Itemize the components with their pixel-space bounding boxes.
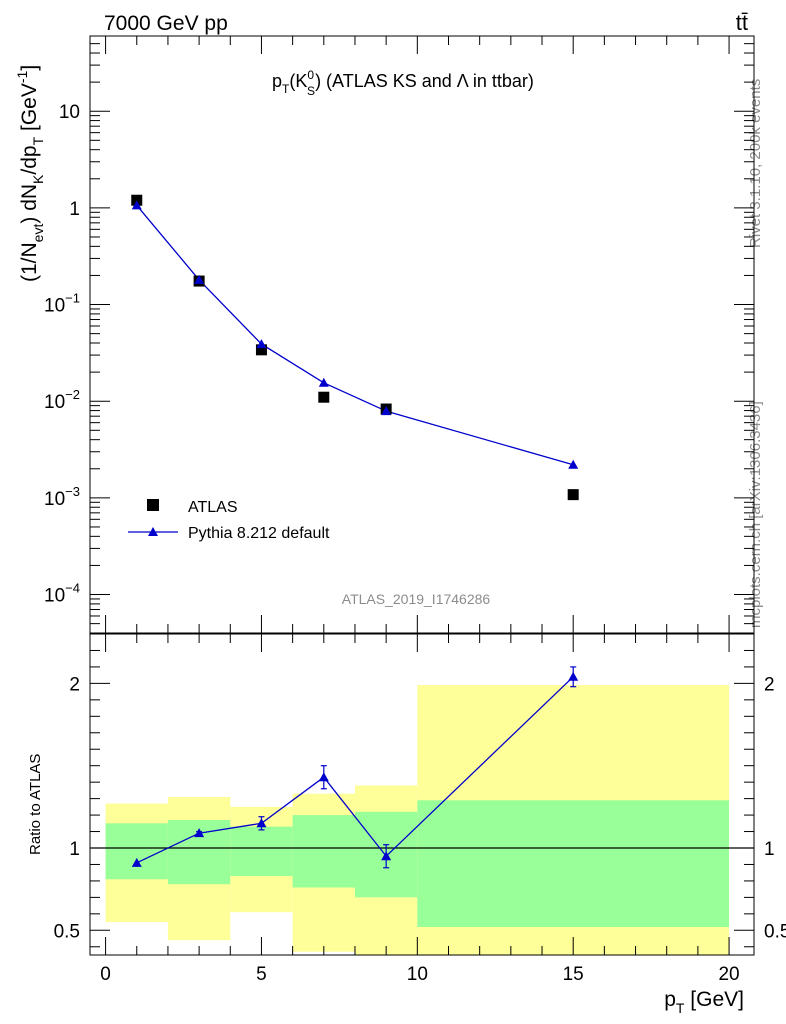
uncertainty-bands [105,685,730,955]
ylabel-part: ] [18,65,41,71]
x-tick-label: 0 [100,964,111,985]
ratio-panel-frame [89,633,755,956]
xlabel-part: [GeV] [684,988,744,1011]
plot-title: pT(K0 S) (ATLAS KS and Λ in ttbar) [272,68,534,98]
x-tick-label: 10 [407,964,428,985]
title-part: T [282,82,290,96]
pythia-point [568,459,579,469]
inner-band [417,800,730,928]
ratio-y-axis-label: Ratio to ATLAS [27,754,44,855]
y-tick-label: 10−1 [44,291,80,317]
atlas-point [318,391,330,403]
header-process-label: tt̄ [736,10,748,35]
title-part: p [272,71,282,91]
ratio-y-tick-label: 0.5 [54,921,80,942]
pythia-point [194,274,205,284]
ratio-point [381,851,392,861]
pythia-point [256,339,267,349]
main-panel: pT(K0 S) (ATLAS KS and Λ in ttbar) (1/Nev… [14,35,755,634]
ylabel-part: T [30,136,46,145]
y-tick-label: 10−4 [44,581,80,607]
y-tick-label: 10−2 [44,387,80,413]
x-tick-label: 20 [718,964,739,985]
legend-atlas-marker [147,499,159,511]
x-tick-label: 5 [256,964,267,985]
ratio-point [194,828,205,838]
main-x-ticks [105,36,730,633]
ratio-y-tick-label-right: 0.5 [764,921,786,942]
title-part: 0 [307,68,314,82]
y-tick-label: 1 [69,199,80,220]
ylabel-part: -1 [14,70,30,83]
atlas-point [255,344,267,356]
ratio-y-tick-label-right: 1 [764,839,775,860]
ratio-line [136,676,574,864]
analysis-watermark: ATLAS_2019_I1746286 [342,591,491,607]
inner-band [230,826,293,876]
header-beam-label: 7000 GeV pp [104,12,228,35]
y-tick-label: 10 [59,102,80,123]
ylabel-part: ) dN [18,184,41,224]
ratio-point [568,671,579,681]
legend-atlas-label: ATLAS [188,499,238,516]
pythia-line [136,204,574,466]
ylabel-part: (1/N [18,242,41,282]
pythia-point [131,200,142,210]
ratio-y-ticks: 2 2 1 1 0.5 0.5 [54,649,786,948]
ylabel-part: [GeV [18,83,41,137]
ratio-point [131,857,142,867]
x-axis-label: pT [GeV] [664,988,744,1016]
inner-band [105,823,168,880]
atlas-point [131,194,143,206]
ratio-y-tick-label-right: 2 [764,674,775,695]
ratio-point [256,818,267,828]
xlabel-part: T [676,1000,685,1016]
ratio-y-tick-label: 1 [69,839,80,860]
y-axis-label: (1/Nevt) dNK/dpT [GeV-1] [14,65,46,282]
title-part: ) (ATLAS KS and Λ in ttbar) [315,71,534,91]
pythia-point [381,406,392,416]
x-tick-label: 15 [563,964,584,985]
title-part: S [307,84,315,98]
pythia-point [318,377,329,387]
title-part: (K [289,71,307,91]
ratio-x-ticks: 0 5 10 15 20 [100,634,740,985]
legend-pythia-marker [148,527,158,536]
atlas-point [567,489,579,501]
legend-pythia-label: Pythia 8.212 default [188,525,330,542]
main-series [131,194,579,501]
mcplots-label: mcplots.cern.ch [arXiv:1306.3436] [747,401,764,628]
main-y-ticks: 10 1 10−1 10−2 10−3 10−4 [44,35,754,634]
ratio-panel: 2 2 1 1 0.5 0.5 0 5 10 15 20 Ratio to ATLAS pT [G… [27,633,786,1016]
ratio-series [131,666,579,869]
ylabel-part: K [30,174,46,184]
ratio-y-tick-label: 2 [69,674,80,695]
xlabel-part: p [664,988,676,1011]
inner-band [292,815,355,888]
legend: ATLAS Pythia 8.212 default [128,499,330,542]
y-tick-label: 10−3 [44,484,80,510]
main-panel-frame [89,35,755,634]
ylabel-part: /dp [18,145,41,174]
ratio-point [318,772,329,782]
ylabel-part: evt [30,224,46,243]
